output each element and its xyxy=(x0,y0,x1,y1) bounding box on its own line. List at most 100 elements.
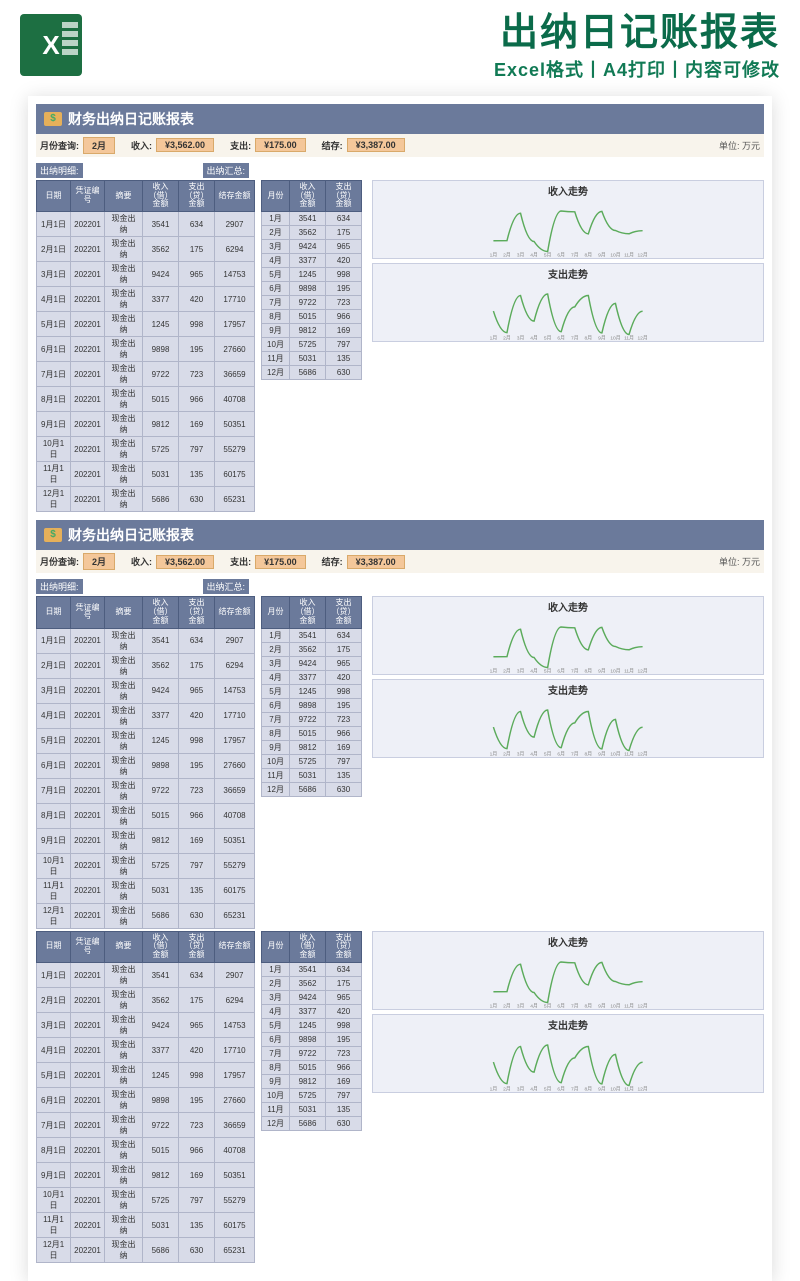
detail-section-label: 出纳明细: xyxy=(36,163,83,178)
svg-text:2月: 2月 xyxy=(503,335,511,341)
balance-value: ¥3,387.00 xyxy=(347,138,405,152)
svg-text:6月: 6月 xyxy=(557,1086,565,1092)
svg-text:5月: 5月 xyxy=(544,252,552,258)
expense-label: 支出: xyxy=(230,555,251,568)
svg-text:5月: 5月 xyxy=(544,1003,552,1009)
svg-text:5月: 5月 xyxy=(544,669,552,675)
summary-section-label: 出纳汇总: xyxy=(203,579,250,594)
svg-text:1月: 1月 xyxy=(490,1003,498,1009)
line-chart: 1月2月3月4月5月6月7月8月9月10月11月12月 xyxy=(373,281,763,341)
summary-section-label: 出纳汇总: xyxy=(203,163,250,178)
page-subtitle: Excel格式丨A4打印丨内容可修改 xyxy=(92,56,780,82)
chart-box: 收入走势 1月2月3月4月5月6月7月8月9月10月11月12月 xyxy=(372,596,764,675)
summary-table: 月份收入（借）金额支出（贷）金额1月35416342月35621753月9424… xyxy=(261,180,362,380)
line-chart: 1月2月3月4月5月6月7月8月9月10月11月12月 xyxy=(373,697,763,757)
svg-text:7月: 7月 xyxy=(571,752,579,758)
svg-text:5月: 5月 xyxy=(544,335,552,341)
balance-label: 结存: xyxy=(322,555,343,568)
balance-label: 结存: xyxy=(322,139,343,152)
svg-text:10月: 10月 xyxy=(610,752,620,758)
svg-text:7月: 7月 xyxy=(571,1003,579,1009)
svg-text:7月: 7月 xyxy=(571,669,579,675)
svg-text:10月: 10月 xyxy=(610,335,620,341)
income-label: 收入: xyxy=(131,555,152,568)
svg-text:6月: 6月 xyxy=(557,252,565,258)
svg-text:3月: 3月 xyxy=(517,669,525,675)
svg-text:12月: 12月 xyxy=(637,1086,647,1092)
svg-text:4月: 4月 xyxy=(530,335,538,341)
svg-text:1月: 1月 xyxy=(490,335,498,341)
svg-text:10月: 10月 xyxy=(610,252,620,258)
svg-text:9月: 9月 xyxy=(598,335,606,341)
chart-title: 收入走势 xyxy=(373,597,763,614)
month-value: 2月 xyxy=(83,553,115,570)
svg-text:2月: 2月 xyxy=(503,252,511,258)
svg-text:12月: 12月 xyxy=(637,335,647,341)
chart-title: 支出走势 xyxy=(373,264,763,281)
month-value: 2月 xyxy=(83,137,115,154)
svg-text:12月: 12月 xyxy=(637,669,647,675)
block-title: $ 财务出纳日记账报表 xyxy=(36,104,764,134)
svg-text:3月: 3月 xyxy=(517,252,525,258)
summary-table: 月份收入（借）金额支出（贷）金额1月35416342月35621753月9424… xyxy=(261,931,362,1131)
detail-section-label: 出纳明细: xyxy=(36,579,83,594)
block-title: $ 财务出纳日记账报表 xyxy=(36,520,764,550)
svg-text:1月: 1月 xyxy=(490,252,498,258)
chart-box: 支出走势 1月2月3月4月5月6月7月8月9月10月11月12月 xyxy=(372,1014,764,1093)
chart-box: 支出走势 1月2月3月4月5月6月7月8月9月10月11月12月 xyxy=(372,263,764,342)
unit-label: 单位: 万元 xyxy=(719,139,760,152)
svg-text:8月: 8月 xyxy=(585,1086,593,1092)
unit-label: 单位: 万元 xyxy=(719,555,760,568)
svg-text:8月: 8月 xyxy=(585,1003,593,1009)
income-value: ¥3,562.00 xyxy=(156,138,214,152)
svg-text:11月: 11月 xyxy=(624,752,634,758)
svg-text:8月: 8月 xyxy=(585,669,593,675)
svg-text:6月: 6月 xyxy=(557,335,565,341)
svg-text:10月: 10月 xyxy=(610,1003,620,1009)
income-value: ¥3,562.00 xyxy=(156,555,214,569)
svg-text:6月: 6月 xyxy=(557,1003,565,1009)
svg-text:4月: 4月 xyxy=(530,1003,538,1009)
expense-label: 支出: xyxy=(230,139,251,152)
svg-text:2月: 2月 xyxy=(503,1003,511,1009)
svg-text:3月: 3月 xyxy=(517,335,525,341)
money-icon: $ xyxy=(44,112,62,126)
svg-text:9月: 9月 xyxy=(598,1003,606,1009)
report-block: $ 财务出纳日记账报表 月份查询: 2月 收入: ¥3,562.00 支出: ¥… xyxy=(36,520,764,1263)
line-chart: 1月2月3月4月5月6月7月8月9月10月11月12月 xyxy=(373,614,763,674)
balance-value: ¥3,387.00 xyxy=(347,555,405,569)
line-chart: 1月2月3月4月5月6月7月8月9月10月11月12月 xyxy=(373,1032,763,1092)
svg-text:11月: 11月 xyxy=(624,1003,634,1009)
svg-text:1月: 1月 xyxy=(490,669,498,675)
svg-text:3月: 3月 xyxy=(517,752,525,758)
expense-value: ¥175.00 xyxy=(255,555,306,569)
report-block: $ 财务出纳日记账报表 月份查询: 2月 收入: ¥3,562.00 支出: ¥… xyxy=(36,104,764,512)
svg-text:7月: 7月 xyxy=(571,1086,579,1092)
chart-title: 收入走势 xyxy=(373,181,763,198)
detail-table: 日期凭证编号摘要收入（借）金额支出（贷）金额结存金额1月1日202201现金出纳… xyxy=(36,931,255,1263)
svg-text:9月: 9月 xyxy=(598,252,606,258)
svg-text:2月: 2月 xyxy=(503,669,511,675)
svg-text:1月: 1月 xyxy=(490,752,498,758)
svg-text:8月: 8月 xyxy=(585,335,593,341)
summary-row: 月份查询: 2月 收入: ¥3,562.00 支出: ¥175.00 结存: ¥… xyxy=(36,134,764,157)
svg-text:1月: 1月 xyxy=(490,1086,498,1092)
chart-box: 支出走势 1月2月3月4月5月6月7月8月9月10月11月12月 xyxy=(372,679,764,758)
svg-text:9月: 9月 xyxy=(598,1086,606,1092)
detail-table: 日期凭证编号摘要收入（借）金额支出（贷）金额结存金额1月1日202201现金出纳… xyxy=(36,180,255,512)
svg-text:8月: 8月 xyxy=(585,252,593,258)
chart-box: 收入走势 1月2月3月4月5月6月7月8月9月10月11月12月 xyxy=(372,931,764,1010)
income-label: 收入: xyxy=(131,139,152,152)
line-chart: 1月2月3月4月5月6月7月8月9月10月11月12月 xyxy=(373,949,763,1009)
svg-text:8月: 8月 xyxy=(585,752,593,758)
svg-text:3月: 3月 xyxy=(517,1003,525,1009)
svg-text:7月: 7月 xyxy=(571,252,579,258)
svg-text:4月: 4月 xyxy=(530,669,538,675)
svg-text:7月: 7月 xyxy=(571,335,579,341)
chart-title: 支出走势 xyxy=(373,1015,763,1032)
svg-text:4月: 4月 xyxy=(530,752,538,758)
svg-text:5月: 5月 xyxy=(544,752,552,758)
svg-text:10月: 10月 xyxy=(610,1086,620,1092)
svg-text:11月: 11月 xyxy=(624,669,634,675)
month-label: 月份查询: xyxy=(40,555,79,568)
